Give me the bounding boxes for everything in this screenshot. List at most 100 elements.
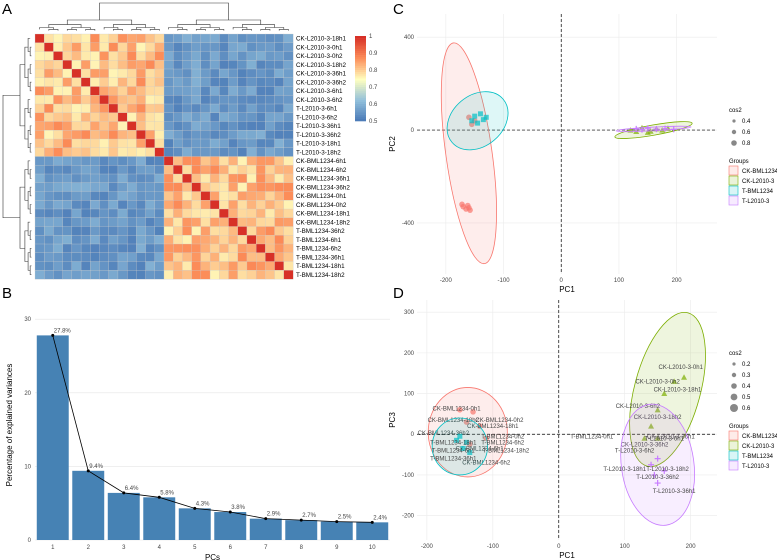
colorbar-segment	[355, 116, 366, 120]
heatmap-cell	[191, 270, 202, 280]
heatmap-cell	[117, 182, 128, 192]
heatmap-cell	[274, 33, 285, 44]
data-point	[661, 467, 668, 474]
heatmap-cell	[182, 33, 192, 44]
heatmap-cell	[136, 226, 146, 236]
heatmap-cell	[209, 191, 220, 201]
heatmap-cell	[90, 191, 100, 201]
heatmap-cell	[255, 156, 266, 166]
heatmap-cell	[255, 138, 266, 149]
row-dendrogram	[2, 38, 32, 275]
heatmap-cell	[80, 156, 91, 166]
heatmap-cell	[274, 112, 285, 122]
heatmap-cell	[173, 60, 183, 70]
heatmap-row-label: CK-BML1234-36h1	[296, 176, 350, 183]
heatmap-cell	[200, 243, 211, 254]
point-label: CK-L2010-3-0h1	[659, 365, 704, 371]
heatmap-cell	[209, 103, 220, 114]
heatmap-cell	[71, 252, 82, 262]
heatmap-cell	[200, 191, 211, 201]
heatmap-cell	[228, 270, 239, 280]
heatmap-cell	[34, 191, 45, 201]
confidence-ellipse	[427, 387, 508, 478]
heatmap-cell	[283, 235, 294, 245]
heatmap-cell	[34, 243, 45, 254]
heatmap-cell	[145, 112, 156, 122]
heatmap-cell	[209, 60, 220, 70]
heatmap-cell	[237, 60, 248, 70]
heatmap-cell	[255, 208, 266, 219]
heatmap-cell	[246, 226, 257, 236]
heatmap-cell	[53, 208, 63, 219]
heatmap-cell	[90, 156, 100, 166]
heatmap-cell	[265, 77, 275, 87]
heatmap-cell	[145, 165, 156, 175]
heatmap-cell	[71, 208, 82, 219]
heatmap-cell	[145, 217, 156, 227]
heatmap-cell	[44, 165, 54, 175]
heatmap-cell	[71, 217, 82, 227]
point-label: CK-BML1234-0h2	[475, 418, 524, 424]
heatmap-cell	[246, 130, 257, 140]
heatmap-cell	[80, 130, 91, 140]
heatmap-cell	[117, 252, 128, 262]
heatmap-cell	[99, 86, 110, 96]
dendrogram-branch	[195, 29, 206, 31]
heatmap-cell	[136, 200, 146, 210]
heatmap-cell	[99, 200, 110, 210]
heatmap-cell	[44, 77, 54, 87]
colorbar-segment	[355, 61, 366, 64]
heatmap-cell	[136, 130, 146, 140]
heatmap-cell	[163, 173, 174, 184]
heatmap-cell	[200, 42, 211, 52]
heatmap-cell	[136, 270, 146, 280]
variance-line	[52, 335, 373, 523]
heatmap-cell	[265, 270, 275, 280]
heatmap-cell	[182, 217, 192, 227]
dendrogram-branch	[113, 29, 123, 31]
bar-pc4	[143, 497, 176, 540]
dendrogram-branch	[19, 64, 25, 127]
dendrogram-branch	[29, 46, 32, 57]
heatmap-cell	[99, 60, 110, 70]
heatmap-cell	[44, 261, 54, 271]
heatmap-cell	[53, 42, 63, 52]
heatmap-cell	[265, 33, 275, 44]
heatmap-cell	[117, 173, 128, 184]
dendrogram-branch	[27, 191, 31, 210]
heatmap-cell	[209, 217, 220, 227]
data-label: 2.4%	[373, 515, 387, 521]
point-label: CK-BML1234-18h1	[467, 424, 519, 430]
heatmap-cell	[246, 103, 257, 114]
heatmap-cell	[246, 182, 257, 192]
colorbar-segment	[355, 76, 366, 79]
x-tick-label: 8	[300, 545, 304, 551]
heatmap-row-label: CK-L2010-3-6h2	[296, 97, 343, 104]
heatmap-cell	[90, 208, 100, 219]
heatmap-cell	[246, 270, 257, 280]
heatmap-cell	[182, 147, 192, 157]
legend-size-title: cos2	[729, 108, 742, 114]
heatmap-row-label: T-BML1234-36h1	[296, 254, 345, 261]
heatmap-cell	[34, 138, 45, 149]
heatmap-cell	[34, 270, 45, 280]
dendrogram-branch	[214, 29, 225, 31]
heatmap-row-label: CK-BML1234-0h2	[296, 202, 347, 209]
data-point	[460, 445, 466, 451]
heatmap-cell	[62, 103, 73, 114]
heatmap-cell	[80, 77, 91, 87]
y-tick-label: 20	[24, 391, 31, 397]
heatmap-cell	[163, 226, 174, 236]
y-tick-label: 0	[28, 538, 32, 544]
heatmap-cell	[90, 173, 100, 184]
heatmap-cell	[154, 77, 165, 87]
heatmap-cell	[173, 68, 183, 79]
heatmap-cell	[265, 252, 275, 262]
heatmap-cell	[237, 51, 248, 61]
heatmap-cell	[173, 173, 183, 184]
variance-point	[228, 510, 232, 514]
heatmap-cell	[62, 147, 73, 157]
heatmap-cell	[283, 77, 294, 87]
data-point	[654, 455, 661, 462]
